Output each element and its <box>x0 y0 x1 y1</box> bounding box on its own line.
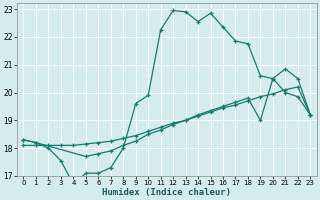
X-axis label: Humidex (Indice chaleur): Humidex (Indice chaleur) <box>102 188 231 197</box>
